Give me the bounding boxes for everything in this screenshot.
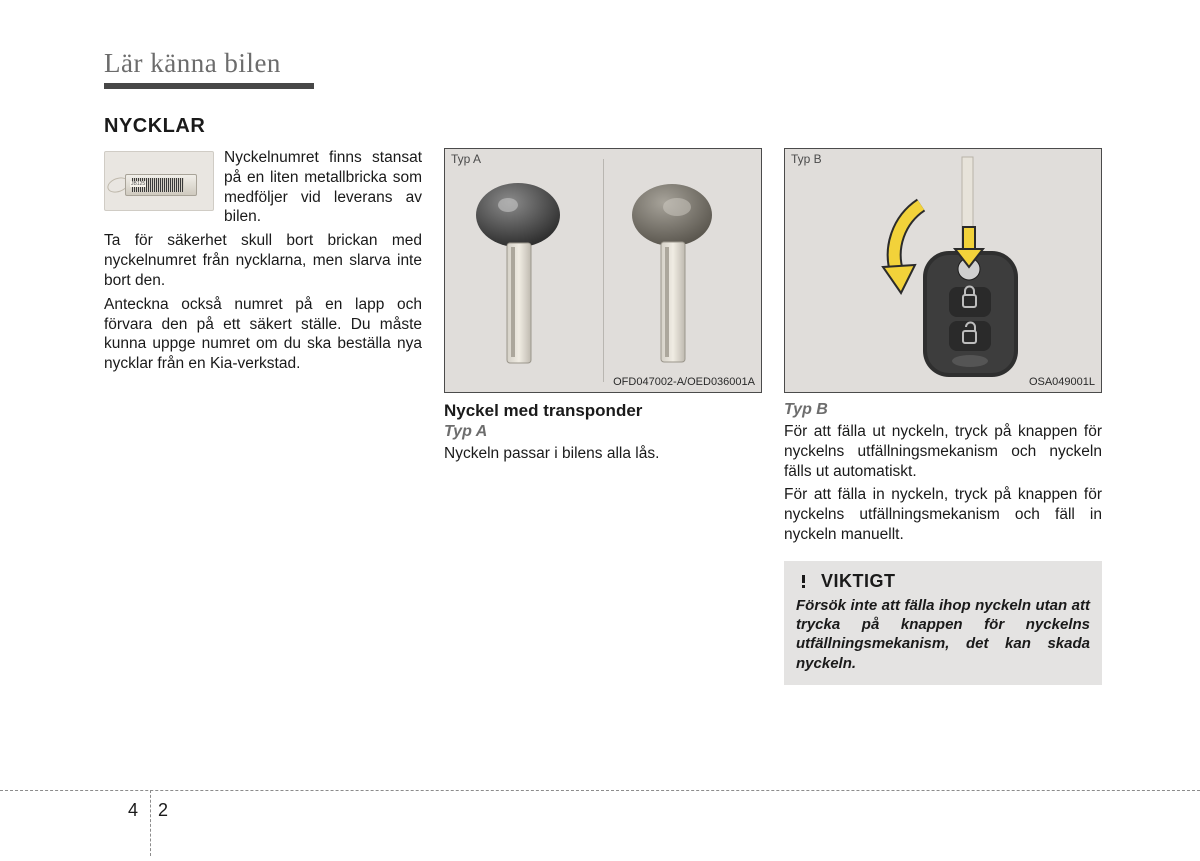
figure-a-code: OFD047002-A/OED036001A [613,376,755,388]
figure-a-label: Typ A [451,152,481,166]
flip-key-icon [835,155,1065,387]
column-3: Typ B [784,148,1102,685]
caution-icon [796,574,811,589]
figure-type-b: Typ B [784,148,1102,393]
section-title: NYCKLAR [104,115,1102,138]
type-a-label: Typ A [444,423,762,441]
type-a-body: Nyckeln passar i bilens alla lås. [444,444,762,464]
figure-type-a: Typ A [444,148,762,393]
caution-body: Försök inte att fälla ihop nyckeln utan … [796,596,1090,673]
fold-arrow-icon [883,205,921,293]
content-columns: JB125 Nyckelnumret finns stansat på en l… [104,148,1102,685]
head-rule [104,83,1102,93]
transponder-heading: Nyckel med transponder [444,401,762,421]
type-b-p2: För att fälla in nyckeln, tryck på knapp… [784,485,1102,544]
paragraph-2: Ta för säkerhet skull bort brickan med n… [104,231,422,290]
page-number: 2 [158,800,168,821]
column-2: Typ A [444,148,762,685]
page-footer: 4 2 [0,790,1200,830]
chapter-number: 4 [128,800,138,821]
key-right-icon [617,177,747,377]
running-head: Lär känna bilen [104,48,1102,79]
paragraph-3: Anteckna också numret på en lapp och för… [104,295,422,374]
caution-heading: VIKTIGT [821,571,896,592]
figure-b-code: OSA049001L [1029,376,1095,388]
caution-notice: VIKTIGT Försök inte att fälla ihop nycke… [784,561,1102,685]
type-b-label: Typ B [784,401,1102,419]
key-tag-illustration: JB125 [104,151,214,211]
type-b-p1: För att fälla ut nyckeln, tryck på knapp… [784,422,1102,481]
key-tag-code: JB125 [130,181,146,187]
column-1: JB125 Nyckelnumret finns stansat på en l… [104,148,422,685]
key-left-icon [463,177,593,377]
figure-b-label: Typ B [791,152,822,166]
